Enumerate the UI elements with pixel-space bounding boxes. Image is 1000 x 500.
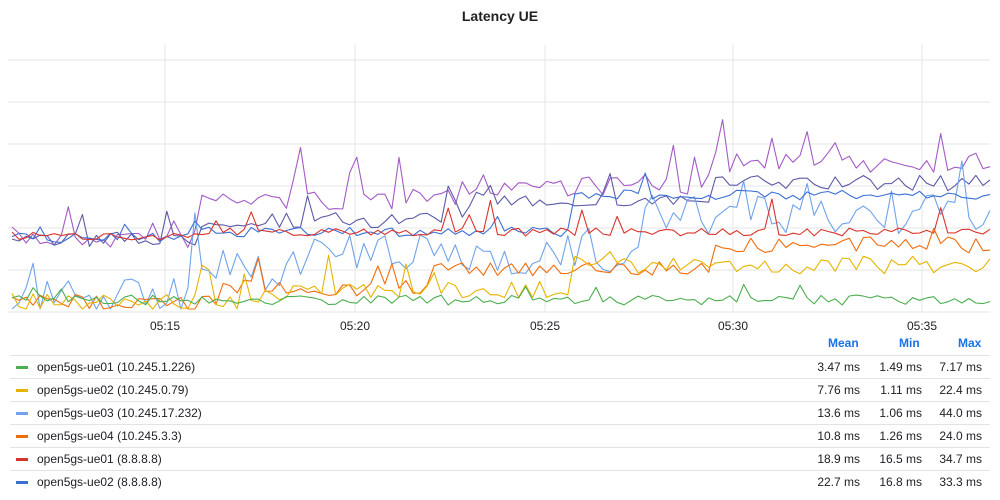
legend-swatch	[16, 481, 28, 484]
legend-max-value: 7.17 ms	[939, 360, 982, 374]
legend-min-value: 1.26 ms	[879, 429, 922, 443]
legend-mean-value: 7.76 ms	[817, 383, 860, 397]
series-line	[11, 227, 991, 310]
series-line	[11, 119, 991, 248]
x-tick-label: 05:20	[340, 319, 370, 333]
gridlines	[8, 45, 990, 313]
legend-max-value: 34.7 ms	[939, 452, 982, 466]
legend-min-value: 16.8 ms	[879, 475, 922, 489]
legend-mean-value: 22.7 ms	[817, 475, 860, 489]
x-tick-label: 05:35	[907, 319, 937, 333]
legend-mean-value: 3.47 ms	[817, 360, 860, 374]
x-axis-ticks: 05:15 05:20 05:25 05:30 05:35	[150, 319, 937, 333]
legend-max-value: 33.3 ms	[939, 475, 982, 489]
series-line	[11, 251, 991, 310]
legend-min-header[interactable]: Min	[899, 336, 920, 350]
x-tick-label: 05:25	[530, 319, 560, 333]
legend-series-name: open5gs-ue01 (8.8.8.8)	[37, 452, 162, 466]
legend-mean-value: 10.8 ms	[817, 429, 860, 443]
legend-max-value: 24.0 ms	[939, 429, 982, 443]
legend-mean-value: 13.6 ms	[817, 406, 860, 420]
chart-title: Latency UE	[461, 8, 539, 24]
legend-row[interactable]: open5gs-ue02 (10.245.0.79) 7.76 ms 1.11 ms…	[10, 378, 990, 401]
legend-min-value: 1.49 ms	[879, 360, 922, 374]
legend-max-value: 22.4 ms	[939, 383, 982, 397]
legend-swatch	[16, 458, 28, 461]
legend-mean-header[interactable]: Mean	[828, 336, 859, 350]
legend-max-header[interactable]: Max	[958, 336, 982, 350]
legend-row[interactable]: open5gs-ue02 (8.8.8.8) 22.7 ms 16.8 ms 33.3…	[10, 470, 990, 493]
legend-min-value: 16.5 ms	[879, 452, 922, 466]
series-line	[11, 160, 991, 310]
x-tick-label: 05:15	[150, 319, 180, 333]
legend-series-name: open5gs-ue02 (8.8.8.8)	[37, 475, 162, 489]
series-line	[11, 283, 991, 306]
series-line	[11, 172, 991, 243]
legend-row[interactable]: open5gs-ue03 (10.245.17.232) 13.6 ms 1.06 …	[10, 401, 990, 424]
x-tick-label: 05:30	[718, 319, 748, 333]
line-chart: 05:15 05:20 05:25 05:30 05:35	[8, 45, 991, 333]
legend-min-value: 1.11 ms	[880, 383, 922, 397]
legend-swatch	[16, 435, 28, 438]
legend-swatch	[16, 412, 28, 415]
legend-swatch	[16, 389, 28, 392]
legend-min-value: 1.06 ms	[879, 406, 922, 420]
legend-header: Mean Min Max	[0, 336, 1000, 354]
legend-series-name: open5gs-ue01 (10.245.1.226)	[37, 360, 196, 374]
legend-series-name: open5gs-ue03 (10.245.17.232)	[37, 406, 202, 420]
legend-table: open5gs-ue01 (10.245.1.226) 3.47 ms 1.49 m…	[10, 355, 990, 493]
legend-row[interactable]: open5gs-ue01 (10.245.1.226) 3.47 ms 1.49 m…	[10, 355, 990, 378]
legend-row[interactable]: open5gs-ue01 (8.8.8.8) 18.9 ms 16.5 ms 34.7…	[10, 447, 990, 470]
legend-series-name: open5gs-ue02 (10.245.0.79)	[37, 383, 189, 397]
series-lines	[11, 119, 991, 310]
series-line	[11, 173, 991, 247]
legend-row[interactable]: open5gs-ue04 (10.245.3.3) 10.8 ms 1.26 ms 2…	[10, 424, 990, 447]
series-line	[11, 198, 991, 241]
legend-mean-value: 18.9 ms	[817, 452, 860, 466]
legend-series-name: open5gs-ue04 (10.245.3.3)	[37, 429, 182, 443]
legend-swatch	[16, 366, 28, 369]
legend-max-value: 44.0 ms	[939, 406, 982, 420]
